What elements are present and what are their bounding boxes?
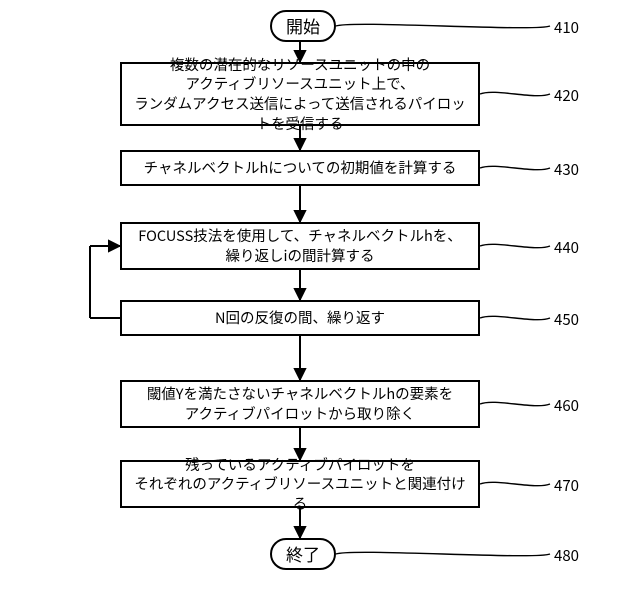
step-450: N回の反復の間、繰り返す	[120, 300, 480, 336]
node-label: 開始	[286, 15, 320, 38]
ref-label-460: 460	[554, 395, 579, 416]
step-470: 残っているアクティブパイロットをそれぞれのアクティブリソースユニットと関連付ける	[120, 460, 480, 508]
leader-470	[480, 482, 550, 485]
ref-label-480: 480	[554, 545, 579, 566]
node-label: FOCUSS技法を使用して、チャネルベクトルhを、繰り返しiの間計算する	[138, 226, 462, 265]
ref-label-420: 420	[554, 85, 579, 106]
leader-410	[336, 24, 550, 27]
flowchart-stage: 開始複数の潜在的なリソースユニットの中のアクティブリソースユニット上で、ランダム…	[0, 0, 640, 594]
ref-label-410: 410	[554, 17, 579, 38]
step-420: 複数の潜在的なリソースユニットの中のアクティブリソースユニット上で、ランダムアク…	[120, 62, 480, 126]
start-terminal: 開始	[270, 10, 336, 42]
leader-460	[480, 402, 550, 405]
leader-450	[480, 316, 550, 319]
ref-label-440: 440	[554, 237, 579, 258]
ref-label-470: 470	[554, 475, 579, 496]
leader-440	[480, 244, 550, 247]
node-label: 閾値Yを満たさないチャネルベクトルhの要素をアクティブパイロットから取り除く	[147, 384, 453, 423]
ref-label-430: 430	[554, 159, 579, 180]
node-label: 複数の潜在的なリソースユニットの中のアクティブリソースユニット上で、ランダムアク…	[130, 55, 470, 133]
node-label: チャネルベクトルhについての初期値を計算する	[144, 158, 457, 178]
ref-label-450: 450	[554, 309, 579, 330]
leader-420	[480, 92, 550, 95]
node-label: 終了	[286, 543, 320, 566]
leader-430	[480, 166, 550, 169]
leader-480	[336, 552, 550, 555]
step-440: FOCUSS技法を使用して、チャネルベクトルhを、繰り返しiの間計算する	[120, 222, 480, 270]
node-label: 残っているアクティブパイロットをそれぞれのアクティブリソースユニットと関連付ける	[130, 455, 470, 514]
node-label: N回の反復の間、繰り返す	[215, 308, 385, 328]
step-460: 閾値Yを満たさないチャネルベクトルhの要素をアクティブパイロットから取り除く	[120, 380, 480, 428]
step-430: チャネルベクトルhについての初期値を計算する	[120, 150, 480, 186]
end-terminal: 終了	[270, 538, 336, 570]
